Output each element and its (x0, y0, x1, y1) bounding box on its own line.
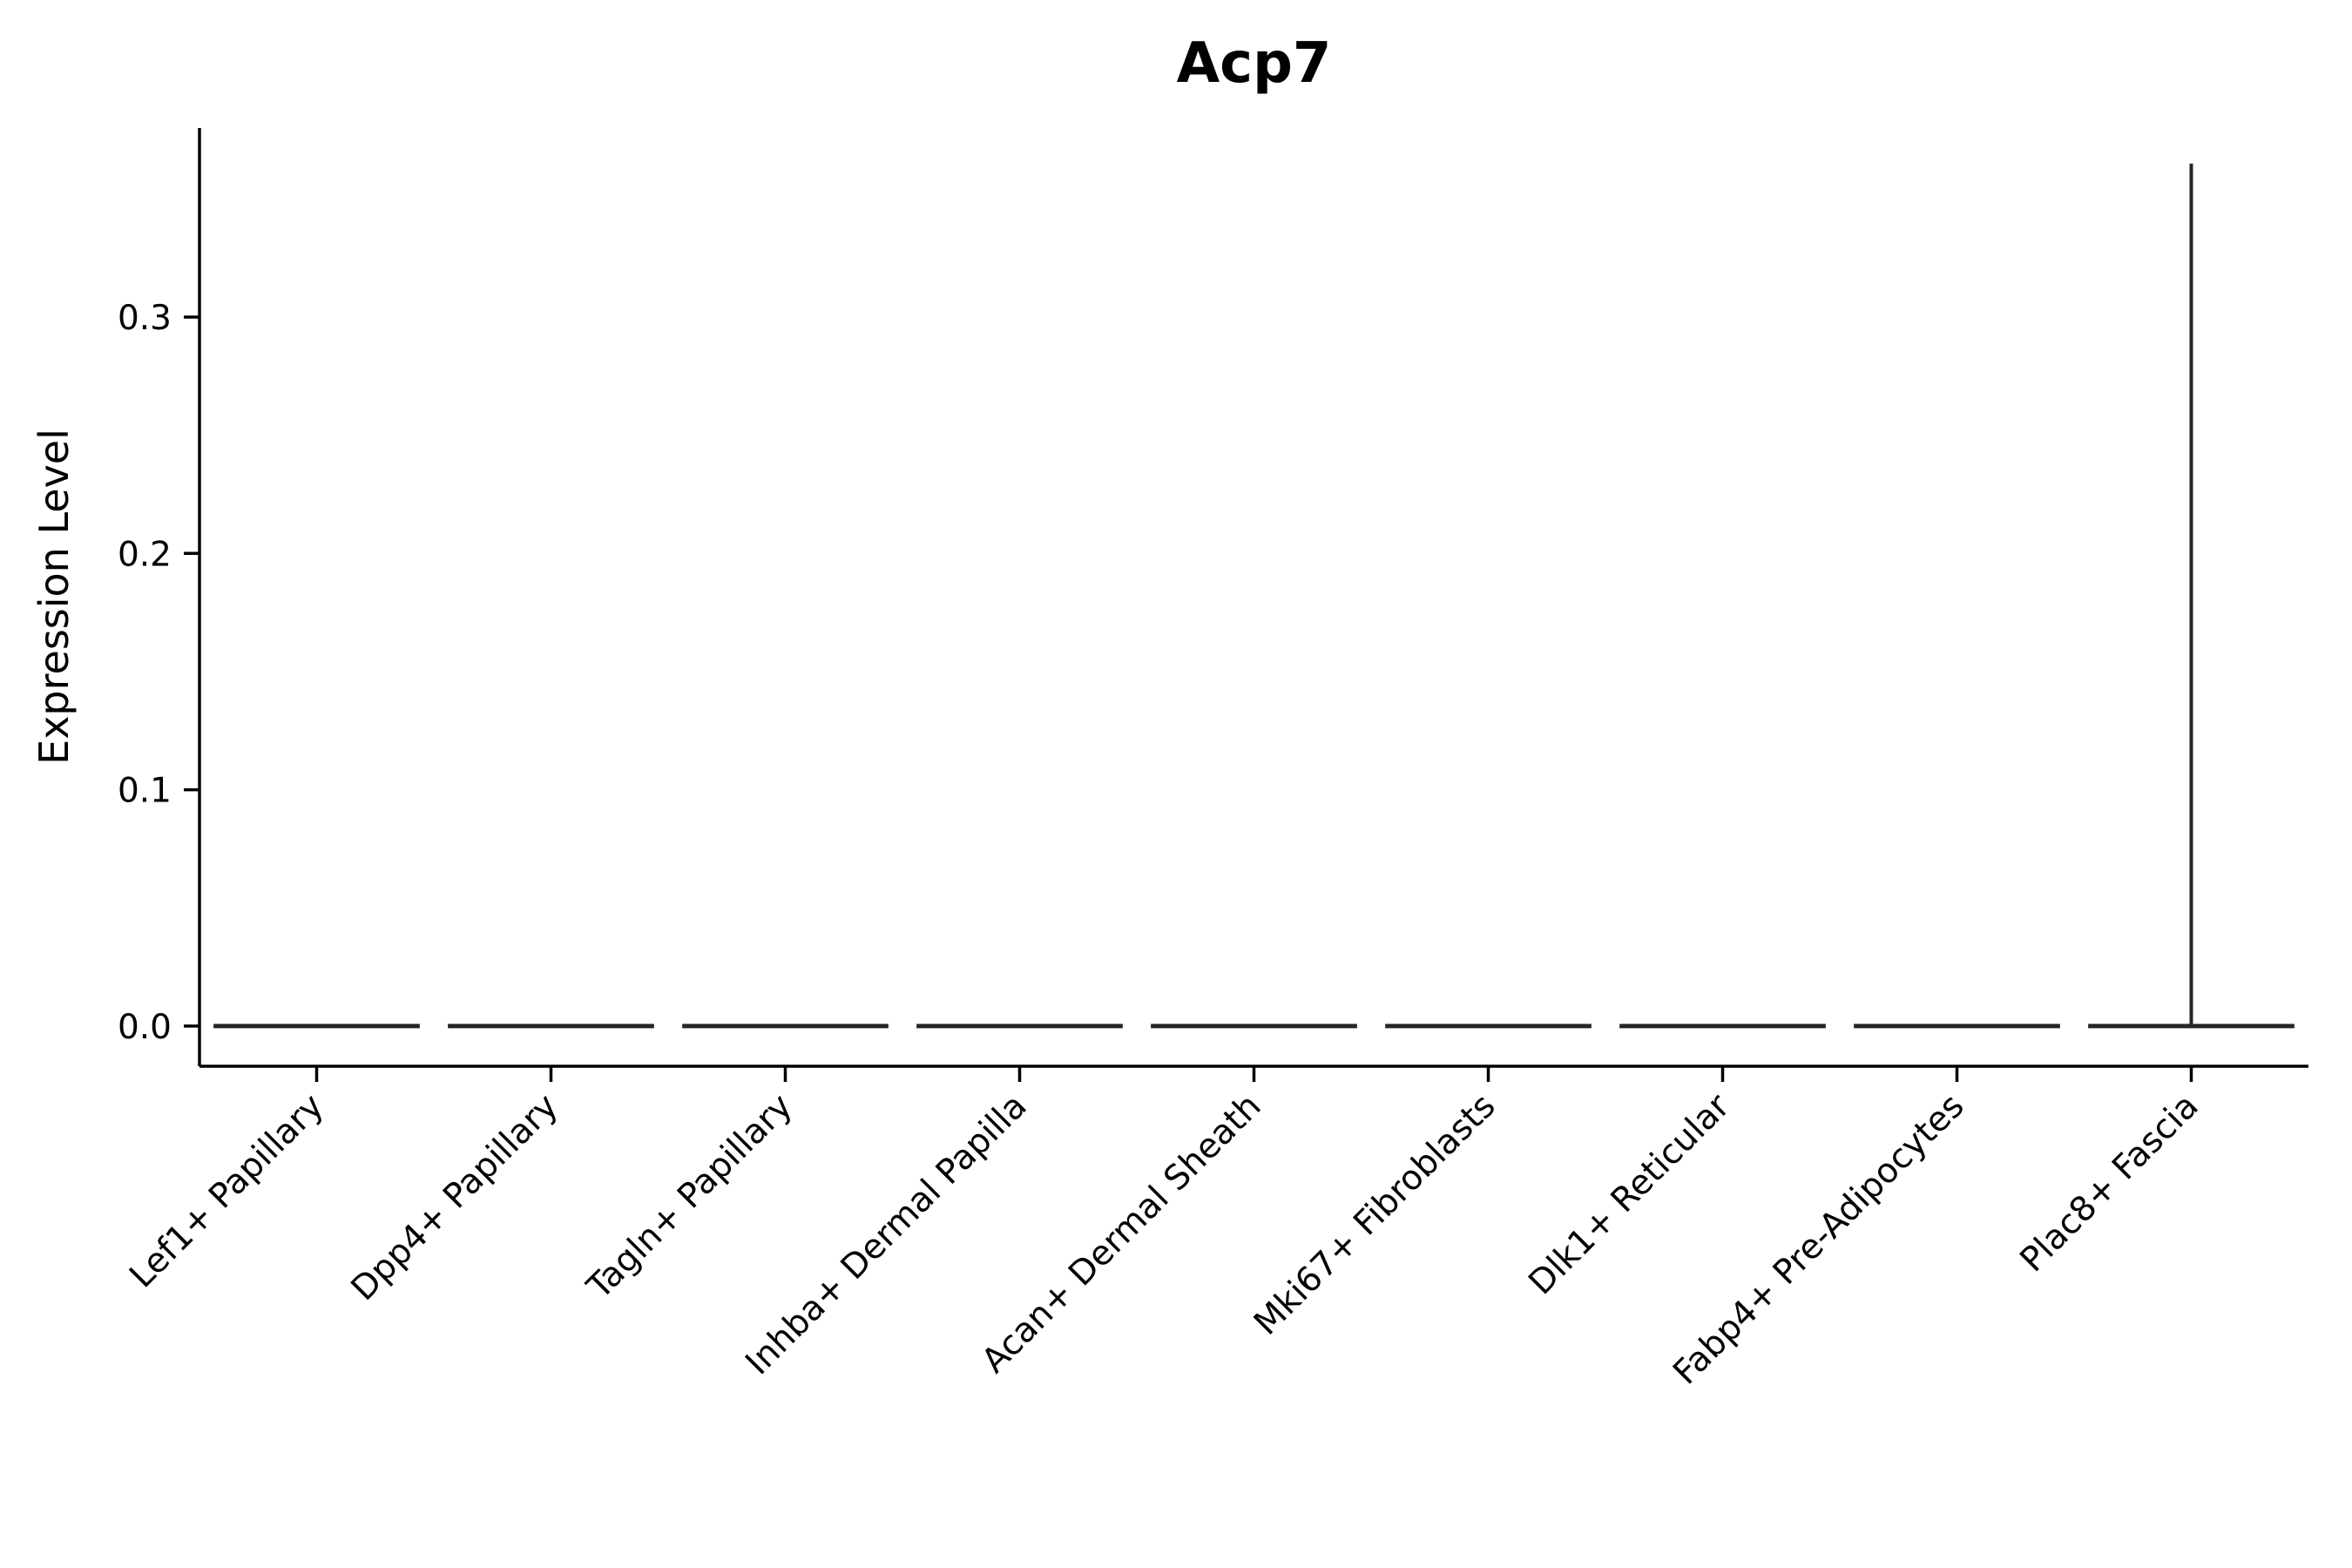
x-tick-label: Tagln+ Papillary (579, 1086, 801, 1308)
y-tick-label: 0.2 (118, 535, 172, 574)
x-tick-label: Lef1+ Papillary (122, 1086, 331, 1295)
x-tick-label: Plac8+ Fascia (2013, 1086, 2207, 1280)
x-tick-label: Dlk1+ Reticular (1522, 1086, 1739, 1303)
x-tick-label: Dpp4+ Papillary (344, 1086, 566, 1308)
x-tick-label: Mki67+ Fibroblasts (1247, 1086, 1503, 1342)
chart-title: Acp7 (1176, 31, 1332, 96)
y-tick-label: 0.1 (118, 772, 172, 811)
y-tick-label: 0.0 (118, 1008, 172, 1047)
x-tick-label: Acan+ Dermal Sheath (975, 1086, 1269, 1381)
y-tick-label: 0.3 (118, 299, 172, 338)
